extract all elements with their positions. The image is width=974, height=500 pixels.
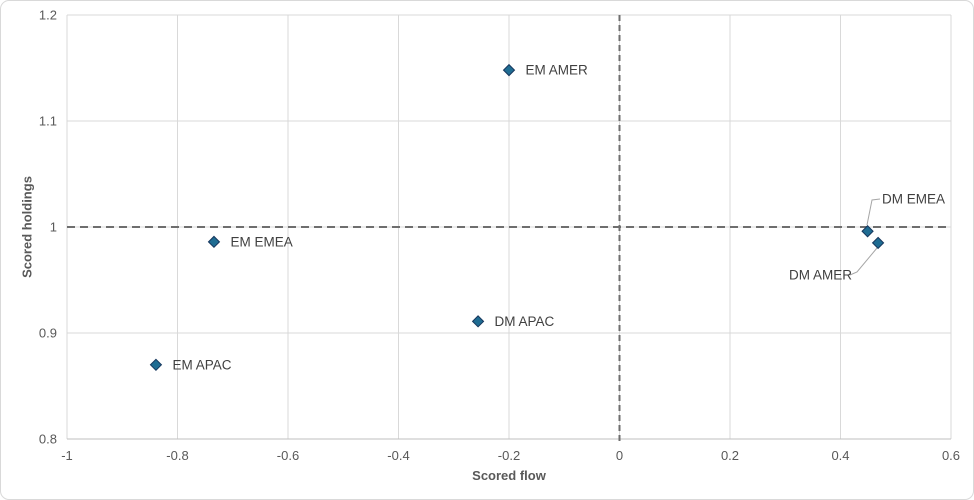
x-tick-label: -0.2 (498, 448, 520, 463)
x-tick-label: 0.4 (831, 448, 849, 463)
data-label-dm-amer: DM AMER (789, 268, 852, 283)
x-tick-label: 0.2 (721, 448, 739, 463)
data-label-em-amer: EM AMER (526, 63, 589, 78)
x-axis-title: Scored flow (472, 468, 546, 483)
data-point-dm-emea (861, 225, 874, 238)
data-point-dm-apac (471, 315, 485, 328)
x-tick-label: 0 (616, 448, 623, 463)
y-tick-label: 0.8 (39, 432, 57, 447)
x-tick-label: -1 (61, 448, 73, 463)
y-tick-label: 0.9 (39, 326, 57, 341)
data-label-em-emea: EM EMEA (230, 234, 292, 249)
x-tick-label: -0.8 (166, 448, 188, 463)
y-tick-label: 1.1 (39, 114, 57, 129)
data-point-dm-amer (871, 236, 885, 250)
y-axis-title: Scored holdings (19, 176, 35, 278)
y-tick-label: 1.2 (39, 8, 57, 23)
data-label-em-apac: EM APAC (172, 357, 231, 372)
leader-line-dm-amer (849, 247, 878, 276)
x-tick-label: -0.4 (387, 448, 409, 463)
data-point-em-apac (149, 358, 163, 372)
x-tick-label: 0.6 (942, 448, 960, 463)
data-point-em-emea (207, 235, 221, 249)
x-tick-label: -0.6 (277, 448, 299, 463)
data-label-dm-apac: DM APAC (495, 314, 555, 329)
data-label-dm-emea: DM EMEA (882, 192, 945, 207)
y-tick-label: 1 (50, 220, 57, 235)
data-point-em-amer (502, 63, 516, 77)
leader-line-dm-emea (866, 198, 881, 226)
